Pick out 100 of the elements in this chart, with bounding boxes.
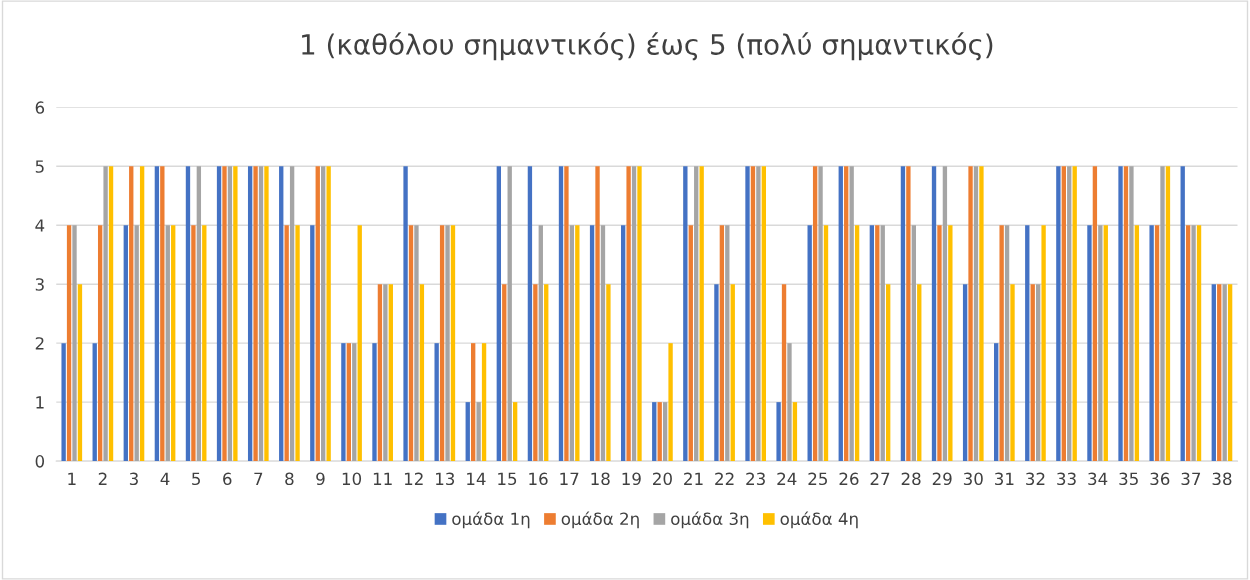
bar (1185, 225, 1191, 462)
bar (295, 225, 300, 462)
bar (869, 225, 875, 462)
x-tick-label: 31 (995, 472, 1014, 486)
bar (1035, 284, 1041, 462)
bar (756, 166, 761, 462)
bar (1067, 166, 1072, 462)
bar (512, 402, 518, 462)
chart-title: 1 (καθόλου σημαντικός) έως 5 (πολύ σημαντικός) (302, 32, 993, 61)
bar (123, 225, 128, 462)
bar (787, 343, 792, 462)
bar (476, 402, 481, 462)
bar (502, 284, 507, 462)
x-tick-label: 25 (808, 472, 827, 486)
bar (973, 166, 979, 462)
x-tick-label: 1 (68, 472, 76, 485)
x-tick-label: 22 (715, 472, 734, 485)
bar (812, 166, 818, 462)
bar (875, 225, 880, 462)
bar (621, 225, 626, 462)
bar (761, 166, 767, 462)
x-tick-label: 19 (622, 472, 641, 486)
bar (595, 166, 600, 462)
bar (688, 225, 693, 462)
bar (1004, 225, 1010, 462)
bar (61, 343, 66, 462)
y-tick-label: 1 (36, 396, 44, 409)
bar (346, 343, 352, 462)
bar (1103, 225, 1108, 462)
x-tick-label: 14 (467, 472, 486, 485)
bar (589, 225, 595, 462)
bar (388, 284, 393, 462)
x-tick-label: 29 (932, 472, 952, 486)
bar (352, 343, 357, 462)
bar (750, 166, 756, 462)
bar (377, 284, 383, 462)
bar (341, 343, 346, 462)
bar (1154, 225, 1160, 462)
bar (326, 166, 331, 462)
x-tick-label: 32 (1026, 472, 1045, 486)
bar (699, 166, 704, 462)
bar (1165, 166, 1171, 462)
bar (1092, 166, 1098, 462)
y-tick-label: 2 (35, 337, 44, 350)
bar (202, 225, 207, 462)
bar (838, 166, 843, 462)
bar (471, 343, 476, 462)
bar (1098, 225, 1103, 462)
bar (1129, 166, 1134, 462)
bar (637, 166, 642, 462)
bar (1010, 284, 1015, 462)
bar (911, 225, 916, 462)
bar (575, 225, 580, 462)
bar (1227, 284, 1233, 462)
x-tick-label: 34 (1088, 472, 1108, 486)
bar (1056, 166, 1061, 462)
bar (233, 166, 238, 462)
bar (683, 166, 688, 462)
bar (258, 166, 264, 462)
x-tick-label: 7 (254, 472, 263, 485)
bar (465, 402, 470, 462)
bar (97, 225, 103, 462)
bar (434, 343, 439, 462)
bar (569, 225, 575, 462)
bar (1087, 225, 1092, 462)
bar (792, 402, 798, 462)
bar (917, 284, 922, 462)
bar (507, 166, 512, 462)
x-tick-label: 23 (746, 472, 765, 486)
bar (631, 166, 637, 462)
x-tick-label: 38 (1212, 472, 1232, 486)
bar (652, 402, 657, 462)
bar (600, 225, 606, 462)
x-tick-label: 5 (192, 472, 200, 486)
bar (247, 166, 253, 462)
bar (906, 166, 911, 462)
y-tick-label: 4 (35, 219, 45, 232)
x-tick-label: 18 (591, 472, 610, 486)
bar (807, 225, 812, 462)
bar (1217, 284, 1222, 462)
bar (606, 284, 611, 462)
bar (730, 284, 735, 462)
bar (1222, 284, 1227, 462)
bar (165, 225, 170, 462)
bar (745, 166, 750, 462)
bar (357, 225, 362, 462)
x-tick-label: 15 (498, 472, 517, 486)
x-tick-label: 21 (684, 472, 703, 485)
bar (1041, 225, 1046, 462)
legend-label: ομάδα 1η (452, 511, 530, 529)
bar (823, 225, 829, 462)
x-tick-label: 24 (777, 472, 797, 485)
x-tick-label: 33 (1057, 472, 1076, 486)
x-tick-label: 27 (870, 472, 890, 485)
x-tick-label: 30 (963, 472, 983, 486)
bar (558, 166, 564, 462)
bar (216, 166, 222, 462)
bar (496, 166, 502, 462)
bar (1180, 166, 1185, 462)
bar (1072, 166, 1077, 462)
